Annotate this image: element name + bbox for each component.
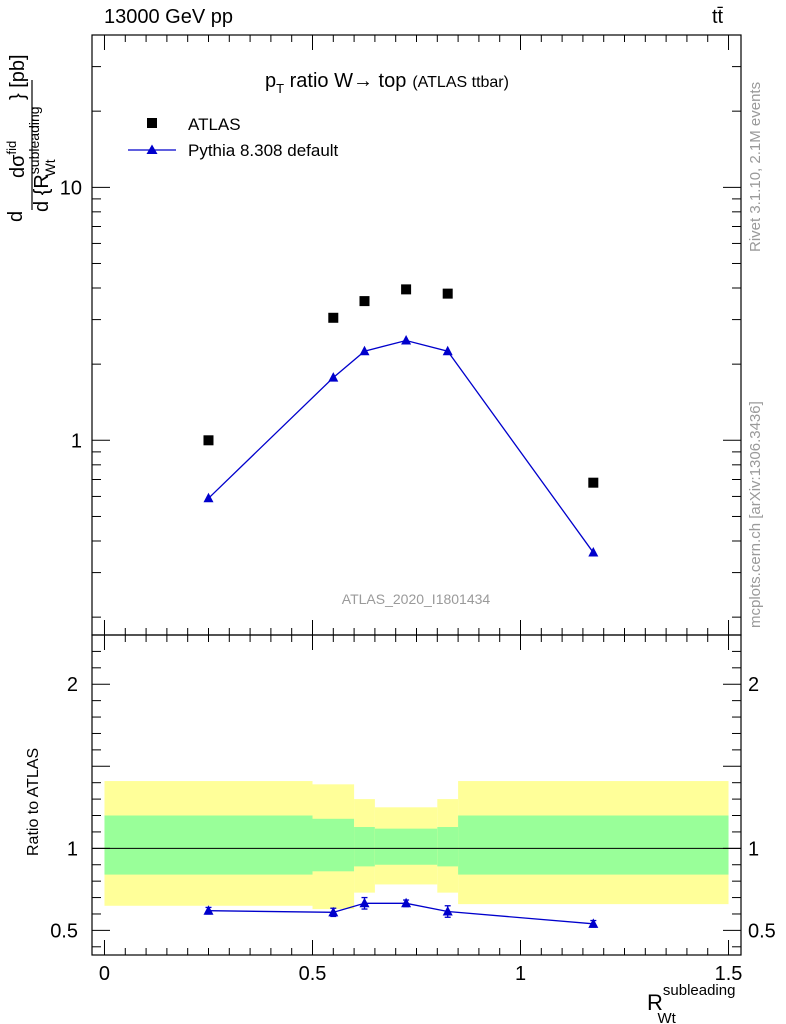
lower-y-tick-label-left: 2 [67, 674, 78, 696]
pythia-point [203, 492, 214, 503]
band-green-1 [312, 818, 355, 872]
mcplots-label: mcplots.cern.ch [arXiv:1306.3436] [747, 401, 764, 628]
ratio-point [328, 906, 339, 917]
pythia-point [401, 335, 412, 345]
band-green-3 [374, 828, 438, 865]
atlas-point [442, 288, 453, 299]
legend-label-atlas: ATLAS [188, 115, 241, 134]
pythia-point [588, 547, 599, 557]
atlas-point [359, 296, 370, 307]
x-axis-label: Rsubleading Wt [647, 982, 735, 1024]
x-tick-label: 1 [515, 963, 526, 985]
x-tick-label: 0 [99, 963, 110, 985]
legend-marker-atlas [147, 118, 157, 128]
axis-tick-labels: 0 0.5 1 1.5 1 10 0.5 0.5 1 1 2 2 [50, 177, 776, 985]
atlas-point [328, 312, 339, 323]
ratio-point [588, 918, 599, 928]
pythia-point [359, 345, 370, 356]
ylabel-unit: } [pb] [7, 54, 29, 100]
lower-y-tick-label-right: 0.5 [748, 920, 776, 942]
band-green-2 [354, 827, 375, 867]
lower-y-tick-label-right: 1 [748, 838, 759, 860]
plot-title: pT ratio W→ top (ATLAS ttbar) [265, 70, 509, 96]
ratio-line [208, 902, 594, 925]
ratio-uncertainty-bands [104, 781, 729, 910]
lower-y-tick-label-left: 1 [67, 838, 78, 860]
ratio-y-axis-label: Ratio to ATLAS [25, 748, 42, 856]
analysis-label: ATLAS_2020_I1801434 [342, 591, 491, 607]
upper-y-axis-label: d dσfid d {RsubleadingWt } [pb] [4, 54, 58, 222]
ratio-point [401, 897, 412, 908]
ylabel-numerator: dσfid [4, 141, 29, 178]
rivet-label: Rivet 3.1.10, 2.1M events [747, 82, 764, 252]
x-tick-label: 0.5 [299, 963, 327, 985]
band-green-0 [104, 815, 313, 875]
pythia-line [208, 339, 594, 553]
pythia-point [442, 345, 453, 356]
band-green-4 [437, 827, 459, 867]
x-tick-label: 1.5 [715, 963, 743, 985]
lower-y-tick-label-left: 0.5 [50, 920, 78, 942]
ratio-point [203, 905, 214, 915]
axis-ticks [92, 34, 741, 955]
legend-marker-pythia [146, 144, 158, 154]
ylabel-d: d [5, 211, 27, 222]
atlas-point [203, 435, 214, 446]
pythia-point [328, 372, 339, 382]
atlas-point [588, 477, 599, 488]
legend: ATLAS Pythia 8.308 default [128, 115, 339, 160]
plot-header-left: 13000 GeV pp [104, 6, 233, 28]
upper-data-marks [203, 284, 599, 557]
band-green-5 [458, 815, 729, 875]
lower-y-tick-label-right: 2 [748, 674, 759, 696]
upper-y-tick-label: 10 [60, 177, 82, 199]
ylabel-denominator: d {RsubleadingWt [26, 106, 58, 212]
ratio-data-marks [203, 896, 599, 928]
legend-label-pythia: Pythia 8.308 default [188, 141, 339, 160]
ratio-point [442, 906, 453, 916]
plot-header-right: tt̄ [712, 6, 724, 28]
upper-y-tick-label: 1 [71, 430, 82, 452]
atlas-point [401, 284, 412, 295]
ratio-point [359, 897, 370, 908]
